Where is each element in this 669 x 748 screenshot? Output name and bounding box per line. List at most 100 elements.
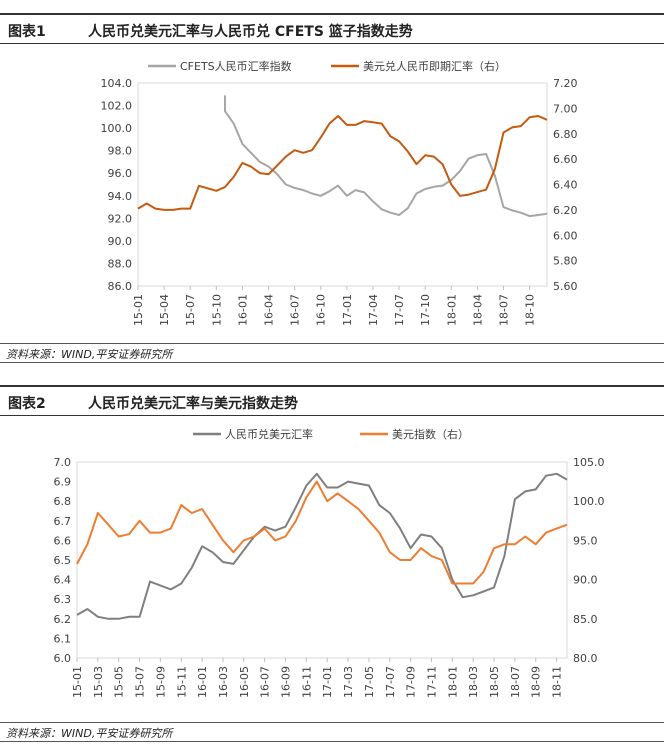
x-tick-label: 18-05 xyxy=(488,666,501,698)
x-tick-label: 16-09 xyxy=(280,666,293,698)
y-left-tick-label: 102.0 xyxy=(101,100,133,113)
x-tick-label: 18-07 xyxy=(509,666,522,698)
x-tick-label: 16-07 xyxy=(259,666,272,698)
plot-area xyxy=(76,461,568,659)
x-tick-label: 15-11 xyxy=(175,666,188,698)
plot-area xyxy=(137,82,548,287)
y-left-tick-label: 6.1 xyxy=(54,632,72,645)
x-tick-label: 16-01 xyxy=(196,666,209,698)
x-tick-label: 18-07 xyxy=(497,294,510,326)
y-left-tick-label: 98.0 xyxy=(108,145,133,158)
x-tick-label: 17-01 xyxy=(341,294,354,326)
x-tick-label: 15-07 xyxy=(184,294,197,326)
y-right-tick-label: 95.0 xyxy=(573,534,598,547)
x-tick-label: 18-01 xyxy=(445,294,458,326)
y-left-tick-label: 100.0 xyxy=(101,122,133,135)
y-right-tick-label: 6.60 xyxy=(553,153,578,166)
x-tick-label: 15-03 xyxy=(92,666,105,698)
y-left-tick-label: 90.0 xyxy=(108,235,133,248)
legend-label-1: CFETS人民币汇率指数 xyxy=(180,59,292,73)
x-tick-label: 17-04 xyxy=(367,294,380,326)
chart-2-number: 图表2 xyxy=(8,396,46,412)
chart-2-header: 图表2 人民币兑美元汇率与美元指数走势 xyxy=(0,385,664,416)
y-left-tick-label: 7.0 xyxy=(54,456,72,469)
y-right-tick-label: 5.80 xyxy=(553,255,578,268)
chart-1-title: 人民币兑美元汇率与人民币兑 CFETS 篮子指数走势 xyxy=(88,24,413,40)
y-right-tick-label: 6.80 xyxy=(553,128,578,141)
x-tick-label: 17-05 xyxy=(363,666,376,698)
y-left-tick-label: 6.2 xyxy=(54,613,72,626)
y-left-tick-label: 88.0 xyxy=(108,257,133,270)
chart-2-source-bar: 资料来源：WIND,平安证券研究所 xyxy=(0,722,664,742)
y-left-tick-label: 96.0 xyxy=(108,167,133,180)
chart-2-plot: 6.0 6.1 6.2 6.3 6.4 6.5 6.6 6.7 6.8 6.9 7.0 80.0 85.… xyxy=(54,427,605,698)
y-right-tick-label: 100.0 xyxy=(573,495,605,508)
x-tick-label: 18-01 xyxy=(446,666,459,698)
x-tick-label: 15-04 xyxy=(158,294,171,326)
y-left-tick-label: 86.0 xyxy=(108,280,133,293)
x-tick-label: 16-10 xyxy=(315,294,328,326)
legend-label-1: 人民币兑美元汇率 xyxy=(225,427,313,441)
x-tick-label: 18-03 xyxy=(467,666,480,698)
y-right-tick-label: 80.0 xyxy=(573,652,598,665)
y-left-tick-label: 6.4 xyxy=(54,574,72,587)
x-tick-label: 16-03 xyxy=(217,666,230,698)
x-tick-label: 17-03 xyxy=(342,666,355,698)
y-right-tick-label: 7.00 xyxy=(553,102,578,115)
x-tick-label: 16-04 xyxy=(263,294,276,326)
series-line-1 xyxy=(224,95,548,218)
series-line-2 xyxy=(137,115,548,211)
y-right-tick-label: 5.60 xyxy=(553,280,578,293)
y-left-tick-label: 6.8 xyxy=(54,495,72,508)
x-tick-label: 18-09 xyxy=(530,666,543,698)
x-tick-label: 15-01 xyxy=(132,294,145,326)
y-right-tick-label: 6.20 xyxy=(553,204,578,217)
x-tick-label: 17-07 xyxy=(393,294,406,326)
y-left-tick-label: 6.5 xyxy=(54,554,72,567)
x-tick-label: 17-09 xyxy=(405,666,418,698)
y-right-tick-label: 7.20 xyxy=(553,77,578,90)
y-right-tick-label: 6.00 xyxy=(553,229,578,242)
x-tick-label: 18-11 xyxy=(551,666,564,698)
y-right-tick-label: 6.40 xyxy=(553,179,578,192)
x-tick-label: 16-07 xyxy=(289,294,302,326)
y-left-tick-label: 6.0 xyxy=(54,652,72,665)
x-tick-label: 17-10 xyxy=(419,294,432,326)
x-tick-label: 15-05 xyxy=(113,666,126,698)
chart-1-source: 资料来源：WIND,平安证券研究所 xyxy=(6,348,173,361)
y-right-tick-label: 90.0 xyxy=(573,574,598,587)
y-left-tick-label: 6.9 xyxy=(54,476,72,489)
x-tick-label: 16-01 xyxy=(236,294,249,326)
chart-2-source: 资料来源：WIND,平安证券研究所 xyxy=(6,727,173,740)
y-left-tick-label: 92.0 xyxy=(108,212,133,225)
x-tick-label: 15-01 xyxy=(71,666,84,698)
x-tick-label: 15-10 xyxy=(210,294,223,326)
chart-2-title: 人民币兑美元汇率与美元指数走势 xyxy=(88,396,298,412)
y-right-tick-label: 105.0 xyxy=(573,456,605,469)
x-tick-label: 15-07 xyxy=(134,666,147,698)
chart-1-header: 图表1 人民币兑美元汇率与人民币兑 CFETS 篮子指数走势 xyxy=(0,13,664,44)
series-line-1 xyxy=(76,472,568,620)
chart-panel-1: 图表1 人民币兑美元汇率与人民币兑 CFETS 篮子指数走势 86.0 88.0 9… xyxy=(0,0,669,368)
x-tick-label: 18-10 xyxy=(524,294,537,326)
x-tick-label: 17-01 xyxy=(321,666,334,698)
x-tick-label: 16-05 xyxy=(238,666,251,698)
series-line-2 xyxy=(76,480,568,585)
y-left-tick-label: 6.7 xyxy=(54,515,72,528)
legend-label-2: 美元指数（右） xyxy=(392,427,469,441)
x-tick-label: 17-07 xyxy=(384,666,397,698)
y-left-tick-label: 104.0 xyxy=(101,77,133,90)
y-left-tick-label: 6.3 xyxy=(54,593,72,606)
y-right-tick-label: 85.0 xyxy=(573,613,598,626)
x-tick-label: 18-04 xyxy=(471,294,484,326)
x-tick-label: 15-09 xyxy=(154,666,167,698)
y-left-tick-label: 94.0 xyxy=(108,190,133,203)
x-tick-label: 17-11 xyxy=(425,666,438,698)
y-left-tick-label: 6.6 xyxy=(54,534,72,547)
chart-1-plot: 86.0 88.0 90.0 92.0 94.0 96.0 98.0 100.0 102.0 10… xyxy=(101,59,578,326)
legend-label-2: 美元兑人民币即期汇率（右） xyxy=(363,59,506,73)
x-tick-label: 16-11 xyxy=(300,666,313,698)
chart-1-number: 图表1 xyxy=(8,24,46,40)
chart-1-source-bar: 资料来源：WIND,平安证券研究所 xyxy=(0,343,664,363)
